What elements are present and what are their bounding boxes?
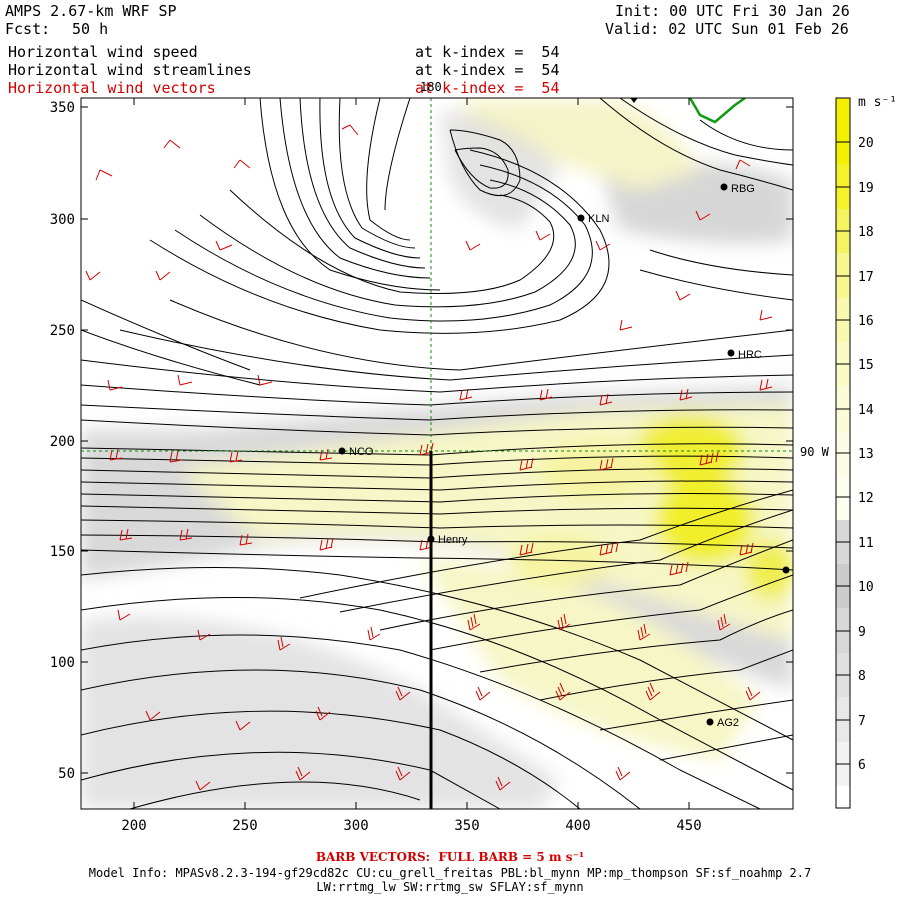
y-tick-250: 250 bbox=[50, 323, 75, 339]
barb-vectors-note: BARB VECTORS: FULL BARB = 5 m s⁻¹ bbox=[315, 850, 585, 864]
station-henry: Henry bbox=[427, 534, 468, 546]
svg-text:19: 19 bbox=[858, 181, 874, 196]
x-tick-450: 450 bbox=[676, 818, 701, 834]
forecast-hours: 50 h bbox=[72, 20, 109, 38]
station-ag2: AG2 bbox=[706, 717, 739, 729]
init-time: Init: 00 UTC Fri 30 Jan 26 bbox=[615, 2, 850, 20]
physics-info: LW:rrtmg_lw SW:rrtmg_sw SFLAY:sf_mynn bbox=[316, 880, 584, 894]
y-tick-50: 50 bbox=[58, 766, 75, 782]
svg-text:6: 6 bbox=[858, 758, 866, 773]
station-hrc: HRC bbox=[727, 349, 762, 361]
field-wind-speed: Horizontal wind speed bbox=[8, 43, 198, 61]
x-tick-400: 400 bbox=[565, 818, 590, 834]
svg-text:13: 13 bbox=[858, 447, 874, 462]
parallel-label: 90 W bbox=[800, 445, 830, 459]
svg-text:Henry: Henry bbox=[438, 534, 468, 546]
field-wind-vectors: Horizontal wind vectors bbox=[8, 79, 216, 97]
plot-frame bbox=[80, 97, 794, 810]
meridian-label: 180 bbox=[420, 80, 442, 94]
colorbar: m s⁻¹ 20 19 18 17 16 15 14 13 12 11 10 9… bbox=[835, 95, 897, 809]
svg-text:RBG: RBG bbox=[731, 183, 755, 195]
svg-text:14: 14 bbox=[858, 403, 874, 418]
field-wind-streamlines: Horizontal wind streamlines bbox=[8, 61, 252, 79]
y-tick-200: 200 bbox=[50, 434, 75, 450]
station-nco: NCO bbox=[338, 446, 374, 458]
level-wind-speed: at k-index = 54 bbox=[415, 43, 560, 61]
model-title: AMPS 2.67-km WRF SP bbox=[5, 2, 177, 20]
svg-text:15: 15 bbox=[858, 358, 874, 373]
y-tick-100: 100 bbox=[50, 655, 75, 671]
svg-text:7: 7 bbox=[858, 714, 866, 729]
coastline bbox=[688, 98, 746, 124]
streamlines bbox=[81, 98, 793, 809]
svg-text:20: 20 bbox=[858, 136, 874, 151]
station-rbg: RBG bbox=[720, 183, 755, 195]
svg-text:9: 9 bbox=[858, 625, 866, 640]
x-tick-300: 300 bbox=[343, 818, 368, 834]
svg-text:NCO: NCO bbox=[349, 446, 374, 458]
x-axis: 200 250 300 350 400 450 bbox=[121, 98, 702, 834]
x-tick-200: 200 bbox=[121, 818, 146, 834]
svg-text:12: 12 bbox=[858, 491, 874, 506]
y-axis: 350 300 250 200 150 100 50 bbox=[50, 100, 793, 782]
x-tick-250: 250 bbox=[232, 818, 257, 834]
svg-text:HRC: HRC bbox=[738, 349, 762, 361]
station-unnamed bbox=[782, 566, 790, 574]
y-tick-350: 350 bbox=[50, 100, 75, 116]
level-wind-streamlines: at k-index = 54 bbox=[415, 61, 560, 79]
svg-text:8: 8 bbox=[858, 669, 866, 684]
svg-text:10: 10 bbox=[858, 580, 874, 595]
x-tick-350: 350 bbox=[454, 818, 479, 834]
forecast-label: Fcst: bbox=[5, 20, 51, 38]
station-markers: RBG KLN HRC NCO Henry AG2 bbox=[338, 183, 790, 729]
svg-text:11: 11 bbox=[858, 536, 874, 551]
svg-text:17: 17 bbox=[858, 270, 874, 285]
svg-text:KLN: KLN bbox=[588, 213, 609, 225]
svg-text:AG2: AG2 bbox=[717, 717, 739, 729]
station-kln: KLN bbox=[577, 213, 609, 225]
colorbar-unit: m s⁻¹ bbox=[858, 95, 897, 110]
level-wind-vectors: at k-index = 54 bbox=[415, 79, 560, 97]
wind-barbs bbox=[85, 124, 773, 791]
y-tick-300: 300 bbox=[50, 212, 75, 228]
y-tick-150: 150 bbox=[50, 544, 75, 560]
model-info: Model Info: MPASv8.2.3-194-gf29cd82c CU:… bbox=[88, 866, 812, 880]
svg-text:18: 18 bbox=[858, 225, 874, 240]
svg-text:16: 16 bbox=[858, 314, 874, 329]
coast-marker bbox=[630, 98, 638, 103]
valid-time: Valid: 02 UTC Sun 01 Feb 26 bbox=[605, 20, 849, 38]
